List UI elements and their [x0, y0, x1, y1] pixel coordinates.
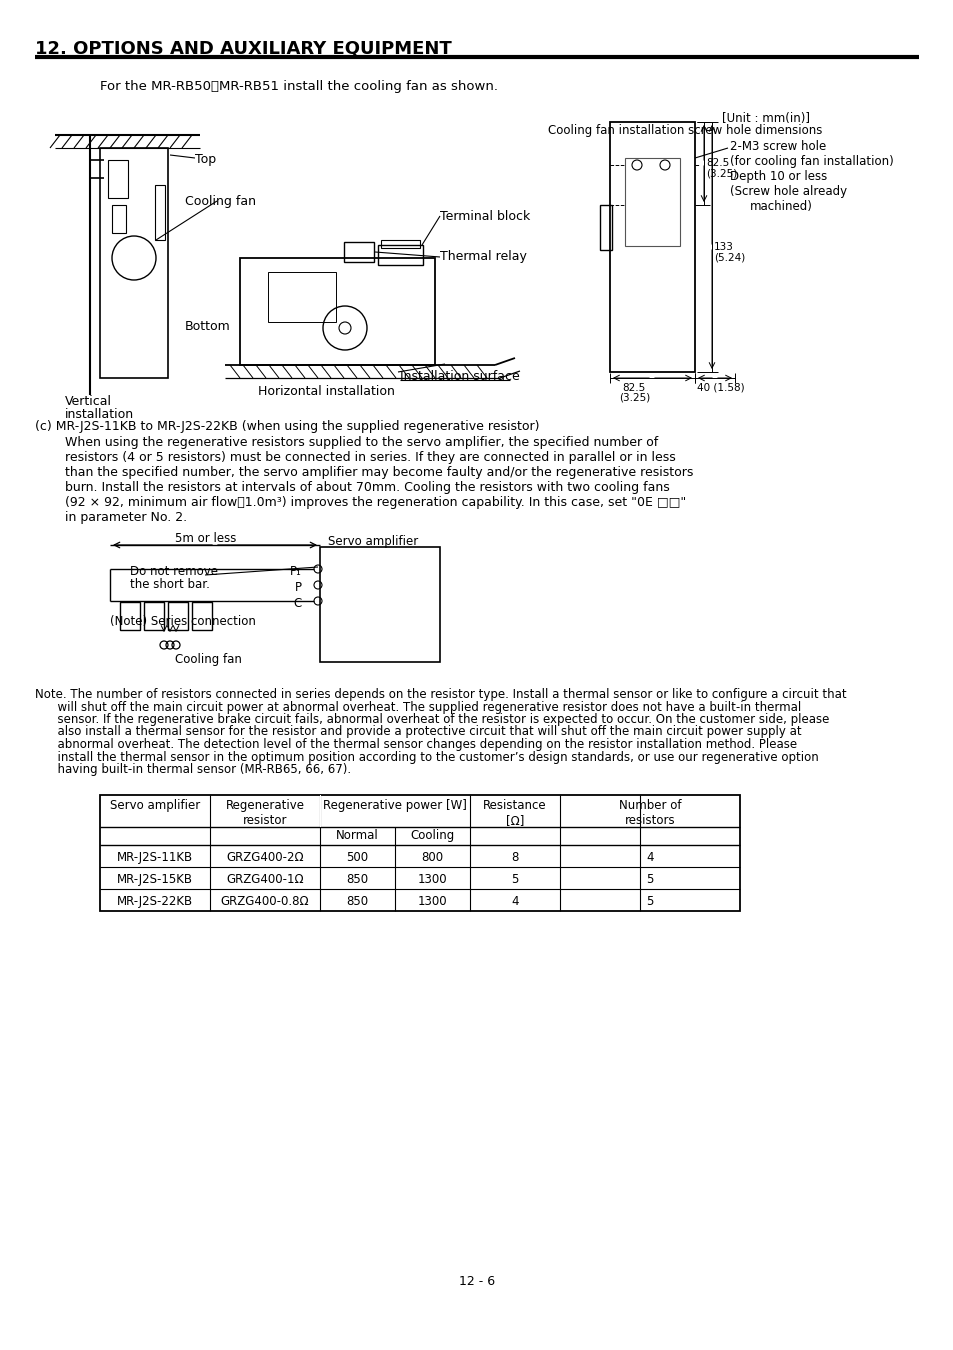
Text: Servo amplifier: Servo amplifier — [110, 799, 200, 811]
Text: Vertical: Vertical — [65, 396, 112, 408]
Bar — [319, 547, 439, 662]
Text: 2-M3 screw hole: 2-M3 screw hole — [729, 140, 825, 153]
Bar — [108, 161, 128, 198]
Text: Cooling fan: Cooling fan — [174, 653, 242, 666]
Text: burn. Install the resistors at intervals of about 70mm. Cooling the resistors wi: burn. Install the resistors at intervals… — [65, 481, 669, 494]
Text: GRZG400-1Ω: GRZG400-1Ω — [226, 873, 303, 886]
Text: (Note) Series connection: (Note) Series connection — [110, 616, 255, 628]
Text: P₁: P₁ — [290, 566, 302, 578]
Bar — [380, 240, 419, 248]
Text: GRZG400-2Ω: GRZG400-2Ω — [226, 850, 303, 864]
Bar — [100, 795, 740, 911]
Text: Cooling: Cooling — [410, 829, 455, 842]
Text: installation: installation — [65, 408, 134, 421]
Text: Regenerative power [W]: Regenerative power [W] — [323, 799, 466, 811]
Text: 8: 8 — [511, 850, 518, 864]
Text: 133: 133 — [713, 242, 733, 252]
Text: Top: Top — [194, 153, 216, 166]
Text: Cooling fan installation screw hole dimensions: Cooling fan installation screw hole dime… — [547, 124, 821, 136]
Text: having built-in thermal sensor (MR-RB65, 66, 67).: having built-in thermal sensor (MR-RB65,… — [35, 763, 351, 776]
Text: Depth 10 or less: Depth 10 or less — [729, 170, 826, 184]
Text: 1300: 1300 — [417, 895, 447, 909]
Text: (Screw hole already: (Screw hole already — [729, 185, 846, 198]
Bar — [120, 602, 140, 630]
Bar — [154, 185, 165, 240]
Bar — [377, 244, 422, 265]
Bar — [624, 158, 679, 246]
Text: 12 - 6: 12 - 6 — [458, 1274, 495, 1288]
Text: 500: 500 — [346, 850, 368, 864]
Text: (92 × 92, minimum air flow：1.0m³) improves the regeneration capability. In this : (92 × 92, minimum air flow：1.0m³) improv… — [65, 495, 685, 509]
Bar — [240, 258, 435, 365]
Text: (c) MR-J2S-11KB to MR-J2S-22KB (when using the supplied regenerative resistor): (c) MR-J2S-11KB to MR-J2S-22KB (when usi… — [35, 420, 539, 433]
Text: Number of
resistors: Number of resistors — [618, 799, 680, 828]
Text: 12. OPTIONS AND AUXILIARY EQUIPMENT: 12. OPTIONS AND AUXILIARY EQUIPMENT — [35, 40, 452, 58]
Text: C: C — [294, 597, 302, 610]
Text: 40 (1.58): 40 (1.58) — [697, 383, 744, 393]
Text: Note. The number of resistors connected in series depends on the resistor type. : Note. The number of resistors connected … — [35, 688, 845, 701]
Bar — [168, 602, 188, 630]
Text: in parameter No. 2.: in parameter No. 2. — [65, 512, 187, 524]
Bar — [100, 148, 168, 378]
Text: Servo amplifier: Servo amplifier — [328, 535, 417, 548]
Text: GRZG400-0.8Ω: GRZG400-0.8Ω — [220, 895, 309, 909]
Text: Do not remove: Do not remove — [130, 566, 218, 578]
Text: When using the regenerative resistors supplied to the servo amplifier, the speci: When using the regenerative resistors su… — [65, 436, 658, 450]
Text: machined): machined) — [749, 200, 812, 213]
Text: 5: 5 — [645, 895, 653, 909]
Bar — [112, 205, 126, 234]
Text: also install a thermal sensor for the resistor and provide a protective circuit : also install a thermal sensor for the re… — [35, 725, 801, 738]
Text: MR-J2S-22KB: MR-J2S-22KB — [117, 895, 193, 909]
Text: 4: 4 — [645, 850, 653, 864]
Text: Resistance
[Ω]: Resistance [Ω] — [482, 799, 546, 828]
Bar — [599, 205, 612, 250]
Text: 5m or less: 5m or less — [174, 532, 236, 545]
Text: Terminal block: Terminal block — [439, 211, 530, 223]
Text: resistors (4 or 5 resistors) must be connected in series. If they are connected : resistors (4 or 5 resistors) must be con… — [65, 451, 675, 464]
Text: For the MR-RB50・MR-RB51 install the cooling fan as shown.: For the MR-RB50・MR-RB51 install the cool… — [100, 80, 497, 93]
Text: Regenerative
resistor: Regenerative resistor — [225, 799, 304, 828]
Text: (3.25): (3.25) — [618, 393, 650, 404]
Text: Thermal relay: Thermal relay — [439, 250, 526, 263]
Text: Installation surface: Installation surface — [399, 370, 519, 383]
Text: sensor. If the regenerative brake circuit fails, abnormal overheat of the resist: sensor. If the regenerative brake circui… — [35, 713, 828, 726]
Text: P: P — [294, 580, 302, 594]
Text: install the thermal sensor in the optimum position according to the customer’s d: install the thermal sensor in the optimu… — [35, 751, 818, 764]
Bar — [609, 122, 695, 373]
Text: [Unit : mm(in)]: [Unit : mm(in)] — [721, 112, 809, 126]
Text: 1300: 1300 — [417, 873, 447, 886]
Text: 5: 5 — [645, 873, 653, 886]
Text: (for cooling fan installation): (for cooling fan installation) — [729, 155, 893, 167]
Text: Cooling fan: Cooling fan — [185, 194, 255, 208]
Text: Bottom: Bottom — [185, 320, 231, 333]
Text: 4: 4 — [511, 895, 518, 909]
Text: Normal: Normal — [335, 829, 378, 842]
Text: abnormal overheat. The detection level of the thermal sensor changes depending o: abnormal overheat. The detection level o… — [35, 738, 797, 751]
Text: 800: 800 — [421, 850, 443, 864]
Text: 82.5: 82.5 — [705, 158, 728, 167]
Text: 5: 5 — [511, 873, 518, 886]
Bar — [144, 602, 164, 630]
Text: 850: 850 — [346, 895, 368, 909]
Text: (3.25): (3.25) — [705, 167, 737, 178]
Text: MR-J2S-11KB: MR-J2S-11KB — [117, 850, 193, 864]
Bar — [319, 795, 320, 828]
Text: the short bar.: the short bar. — [130, 578, 210, 591]
Text: 850: 850 — [346, 873, 368, 886]
Bar — [268, 271, 335, 323]
Text: 82.5: 82.5 — [621, 383, 644, 393]
Text: will shut off the main circuit power at abnormal overheat. The supplied regenera: will shut off the main circuit power at … — [35, 701, 801, 714]
Bar — [344, 242, 374, 262]
Text: than the specified number, the servo amplifier may become faulty and/or the rege: than the specified number, the servo amp… — [65, 466, 693, 479]
Bar — [192, 602, 212, 630]
Text: (5.24): (5.24) — [713, 252, 744, 262]
Text: Horizontal installation: Horizontal installation — [257, 385, 395, 398]
Text: MR-J2S-15KB: MR-J2S-15KB — [117, 873, 193, 886]
